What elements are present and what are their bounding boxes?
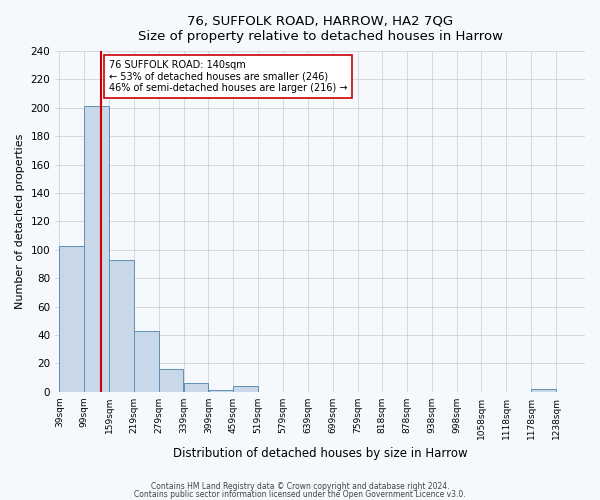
Bar <box>59 246 84 392</box>
Text: 76 SUFFOLK ROAD: 140sqm
← 53% of detached houses are smaller (246)
46% of semi-d: 76 SUFFOLK ROAD: 140sqm ← 53% of detache… <box>109 60 347 93</box>
Bar <box>184 383 208 392</box>
Bar <box>209 390 233 392</box>
Bar <box>109 260 134 392</box>
Bar <box>233 386 258 392</box>
Bar <box>134 330 158 392</box>
Bar <box>531 389 556 392</box>
Y-axis label: Number of detached properties: Number of detached properties <box>15 134 25 309</box>
Text: Contains HM Land Registry data © Crown copyright and database right 2024.: Contains HM Land Registry data © Crown c… <box>151 482 449 491</box>
Text: Contains public sector information licensed under the Open Government Licence v3: Contains public sector information licen… <box>134 490 466 499</box>
Title: 76, SUFFOLK ROAD, HARROW, HA2 7QG
Size of property relative to detached houses i: 76, SUFFOLK ROAD, HARROW, HA2 7QG Size o… <box>137 15 503 43</box>
X-axis label: Distribution of detached houses by size in Harrow: Distribution of detached houses by size … <box>173 447 467 460</box>
Bar <box>84 106 109 392</box>
Bar <box>159 369 184 392</box>
